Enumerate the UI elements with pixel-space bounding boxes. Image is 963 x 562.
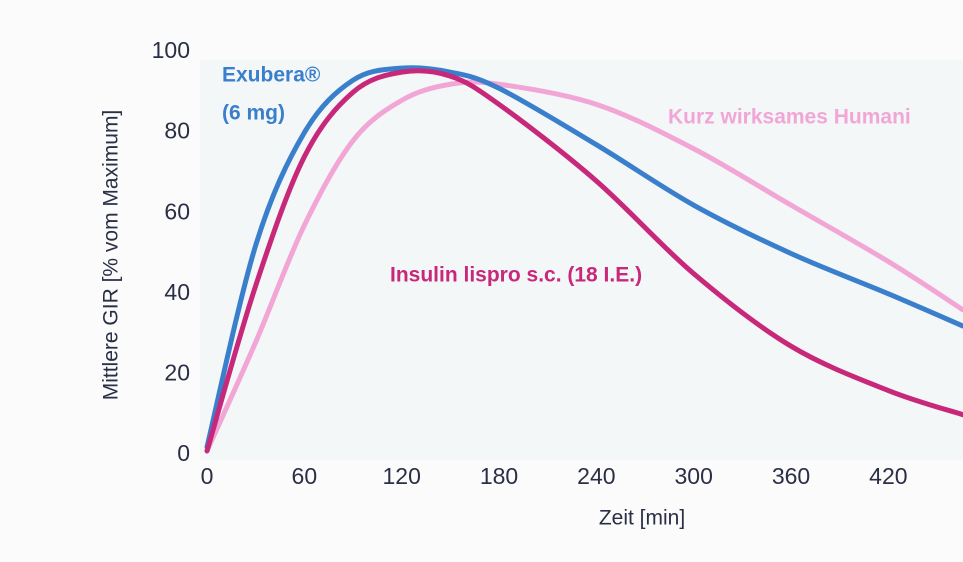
series-line [204,65,963,450]
x-tick-label: 240 [577,463,615,489]
plot-background [200,60,963,460]
y-tick-label: 40 [164,279,190,305]
y-axis-title: Mittlere GIR [% vom Maximum] [100,110,123,401]
series-line [204,68,963,454]
x-tick-label: 300 [675,463,713,489]
y-tick-label: 0 [177,440,190,466]
series-label: Exubera® [222,64,321,87]
x-tick-label: 180 [480,463,518,489]
series-label: Insulin lispro s.c. (18 I.E.) [390,264,642,287]
y-tick-label: 80 [164,118,190,144]
x-tick-label: 0 [201,463,214,489]
x-axis-title: Zeit [min] [599,507,685,530]
y-tick-label: 20 [164,359,190,385]
x-tick-label: 60 [292,463,318,489]
x-tick-label: 120 [382,463,420,489]
y-tick-label: 100 [152,37,190,63]
series-label: Kurz wirksames Humani [668,106,911,129]
x-tick-label: 420 [869,463,907,489]
series-label-detail: (6 mg) [222,102,285,125]
x-tick-label: 360 [772,463,810,489]
y-tick-label: 60 [164,198,190,224]
